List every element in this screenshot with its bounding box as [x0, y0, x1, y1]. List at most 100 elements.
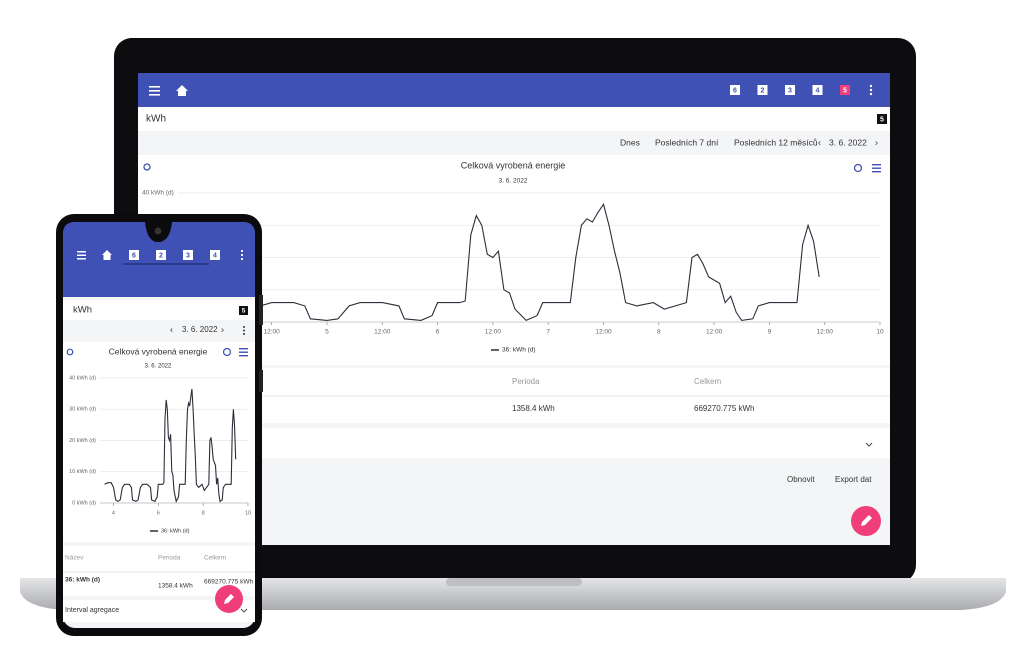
expand-icon[interactable]	[865, 442, 873, 447]
more-icon[interactable]	[240, 249, 244, 261]
x-tick-label: 6	[157, 510, 160, 516]
chart-subtitle: 3. 6. 2022	[145, 364, 172, 370]
table-cell: 669270.775 kWh	[204, 579, 254, 586]
chart-subtitle: 3. 6. 2022	[499, 178, 528, 185]
nav-badge[interactable]	[812, 85, 823, 95]
x-tick-label: 12:00	[264, 329, 281, 336]
table-header: Perioda	[512, 377, 540, 386]
zoom-icon[interactable]	[143, 163, 151, 171]
range-button[interactable]: Posledních 12 měsíců	[734, 137, 818, 147]
top-bar	[138, 73, 890, 107]
x-tick-label: 10	[245, 510, 251, 516]
laptop-notch	[446, 578, 582, 586]
x-tick-label: 12:00	[817, 329, 834, 336]
page-title: kWh	[73, 305, 92, 316]
title-row	[63, 300, 255, 320]
nav-badge[interactable]	[840, 85, 850, 95]
phone: kWh 5 ‹ 3. 6. 2022 › Celková vyrobená en…	[56, 214, 263, 636]
x-tick-label: 7	[546, 329, 550, 336]
range-button[interactable]: Posledních 7 dní	[655, 137, 719, 147]
x-tick-label: 8	[657, 329, 661, 336]
nav-badge-label[interactable]: 5	[843, 87, 847, 94]
legend-label[interactable]: 36: kWh (d)	[161, 528, 190, 534]
table-header: Název	[65, 555, 84, 562]
y-tick-label: 40 kWh (d)	[142, 190, 174, 197]
chart-menu[interactable]	[239, 348, 248, 357]
home-icon[interactable]	[102, 250, 112, 260]
nav-badge-label[interactable]: 2	[761, 87, 765, 94]
nav-badge-label[interactable]: 4	[213, 252, 217, 259]
y-tick-label: 20 kWh (d)	[69, 438, 96, 444]
page-badge-text: 5	[242, 308, 246, 315]
table-header: Celkem	[694, 377, 721, 386]
table-cell: 36: kWh (d)	[65, 577, 100, 584]
page-badge	[239, 306, 248, 315]
phone-button	[259, 295, 263, 325]
page-badge	[877, 114, 887, 124]
nav-badge[interactable]	[210, 250, 220, 260]
zoom-icon[interactable]	[66, 348, 74, 356]
date: 3. 6. 2022	[182, 325, 218, 334]
nav-badge-label[interactable]: 4	[816, 87, 820, 94]
table-header: Perioda	[158, 555, 181, 562]
menu-icon[interactable]	[77, 251, 86, 260]
x-tick-label: 12:00	[485, 329, 502, 336]
x-tick-label: 12:00	[706, 329, 723, 336]
x-tick-label: 12:00	[595, 329, 612, 336]
refresh-icon[interactable]	[222, 347, 232, 357]
legend-label[interactable]: 36: kWh (d)	[502, 347, 536, 354]
accordion[interactable]	[138, 428, 890, 458]
nav-badge[interactable]	[129, 250, 139, 260]
edit-icon	[224, 594, 234, 604]
chart-menu[interactable]	[872, 164, 881, 173]
prev-arrow[interactable]: ‹	[818, 137, 821, 147]
accordion[interactable]	[63, 600, 255, 622]
next-arrow[interactable]: ›	[221, 324, 224, 334]
nav-badge-label[interactable]: 2	[159, 252, 163, 259]
more-icon[interactable]	[869, 84, 873, 96]
date: 3. 6. 2022	[829, 137, 867, 147]
nav-badge[interactable]	[183, 250, 193, 260]
refresh-icon[interactable]	[853, 163, 863, 173]
x-tick-label: 10	[876, 329, 884, 336]
more-icon[interactable]	[243, 326, 245, 335]
home-icon[interactable]	[176, 85, 188, 96]
next-arrow[interactable]: ›	[875, 137, 878, 147]
table-cell: 669270.775 kWh	[694, 404, 755, 413]
nav-badge-label[interactable]: 3	[186, 252, 190, 259]
y-tick-label: 10 kWh (d)	[69, 469, 96, 475]
table-cell: 1358.4 kWh	[158, 583, 193, 590]
title-row	[138, 107, 890, 131]
data-line	[172, 202, 820, 322]
accordion-title: Interval agregace	[65, 607, 119, 614]
chart-card	[63, 342, 255, 542]
phone-button	[259, 370, 263, 392]
button[interactable]: Export dat	[835, 475, 872, 484]
expand-icon[interactable]	[240, 608, 248, 613]
x-tick-label: 12:00	[374, 329, 391, 336]
nav-badge[interactable]	[156, 250, 166, 260]
laptop: kWh 5 Dnes Posledních 7 dní Posledních 12 …	[20, 38, 1006, 610]
nav-badge[interactable]	[785, 85, 795, 95]
x-tick-label: 9	[768, 329, 772, 336]
chart-title: Celková vyrobená energie	[461, 160, 566, 170]
x-tick-label: 4	[112, 510, 115, 516]
chart-title: Celková vyrobená energie	[109, 346, 208, 356]
nav-badge[interactable]	[730, 85, 740, 95]
nav-badge-label[interactable]: 6	[733, 87, 737, 94]
x-tick-label: 8	[202, 510, 205, 516]
x-tick-label: 5	[325, 329, 329, 336]
menu-icon	[149, 86, 160, 96]
edit-icon	[861, 515, 872, 526]
nav-badge-label[interactable]: 3	[788, 87, 792, 94]
nav-badge[interactable]	[757, 85, 768, 95]
y-tick-label: 0 kWh (d)	[72, 500, 96, 506]
prev-arrow[interactable]: ‹	[170, 324, 173, 334]
button[interactable]: Obnovit	[787, 475, 815, 484]
data-line	[104, 388, 237, 504]
range-button[interactable]: Dnes	[620, 137, 640, 147]
chart-card	[138, 155, 890, 365]
plot: 0 kWh (d) 10 kWh (d) 20 kWh (d) 30 kWh (d) 4…	[69, 375, 251, 534]
nav-badge-label[interactable]: 6	[132, 252, 136, 259]
